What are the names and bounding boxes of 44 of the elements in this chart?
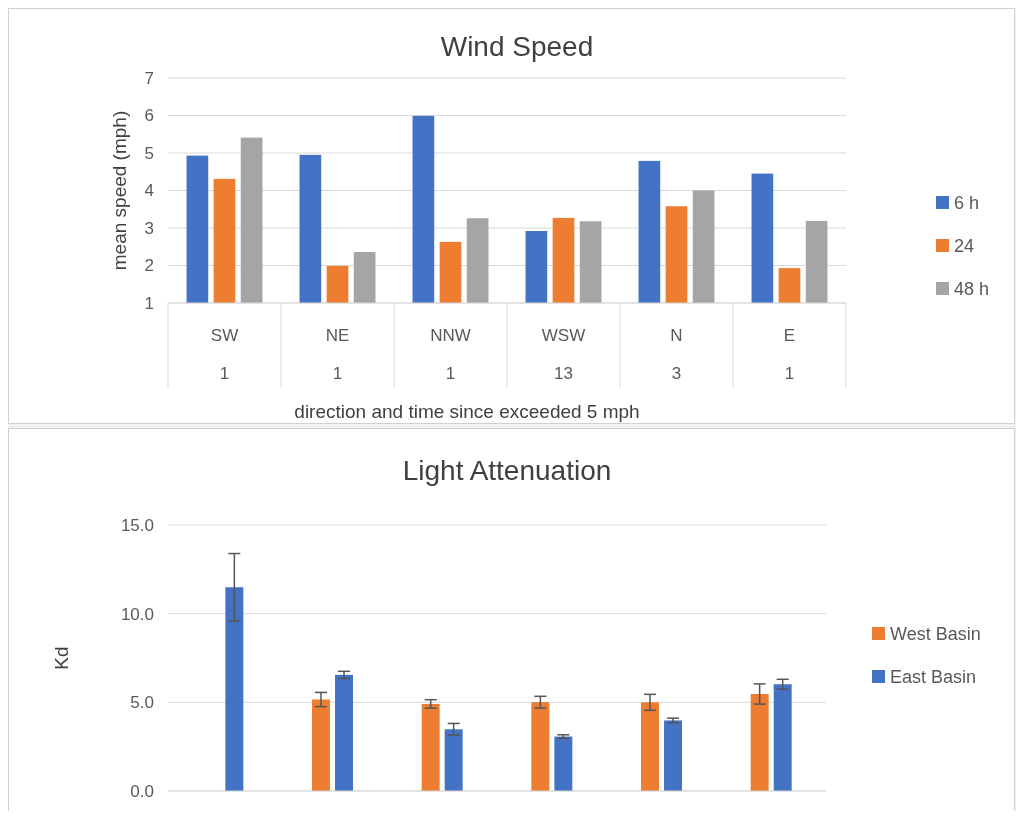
bar xyxy=(444,729,463,791)
bar xyxy=(531,702,550,791)
bar xyxy=(421,703,440,791)
legend-label: 48 h xyxy=(954,279,990,300)
y-axis-title: Kd xyxy=(51,646,72,670)
legend-label: 6 h xyxy=(954,193,980,214)
y-axis-title: mean speed (mph) xyxy=(109,110,130,271)
bar xyxy=(554,736,573,791)
bar xyxy=(335,674,353,791)
y-tick-label: 10.0 xyxy=(120,604,154,624)
y-tick-label: 2 xyxy=(144,256,154,276)
legend-label: West Basin xyxy=(890,624,981,645)
bar xyxy=(312,699,330,791)
x-tick-label: WSW xyxy=(541,326,586,345)
x-tick-label: N xyxy=(670,326,683,345)
bar xyxy=(641,702,659,791)
y-tick-label: 6 xyxy=(144,106,154,126)
bar xyxy=(225,587,244,791)
text: 1 xyxy=(784,364,795,383)
bar xyxy=(750,694,769,791)
legend-label: 24 xyxy=(954,236,975,257)
y-tick-label: 7 xyxy=(144,68,154,88)
x-tick-label: NE xyxy=(325,326,350,345)
text: 1 xyxy=(332,364,343,383)
x-tick-label: NNW xyxy=(430,326,471,345)
y-tick-label: 5.0 xyxy=(130,693,154,713)
y-tick-label: 5 xyxy=(144,143,154,163)
chart-title: Wind Speed xyxy=(440,31,594,62)
legend-label: East Basin xyxy=(890,667,977,688)
bar xyxy=(773,684,792,791)
y-tick-label: 3 xyxy=(144,218,154,238)
chart-title: Light Attenuation xyxy=(402,455,612,486)
text: 1 xyxy=(445,364,456,383)
y-tick-label: 0.0 xyxy=(130,781,154,801)
text: 13 xyxy=(554,364,573,383)
x-tick-label: E xyxy=(783,326,796,345)
text: 3 xyxy=(671,364,682,383)
y-tick-label: 15.0 xyxy=(120,515,154,535)
y-tick-label: 4 xyxy=(144,181,154,201)
bar xyxy=(664,720,682,791)
text: 1 xyxy=(219,364,230,383)
x-tick-label: SW xyxy=(210,326,239,345)
y-tick-label: 1 xyxy=(144,293,154,313)
x-axis-title: direction and time since exceeded 5 mph xyxy=(294,401,640,422)
